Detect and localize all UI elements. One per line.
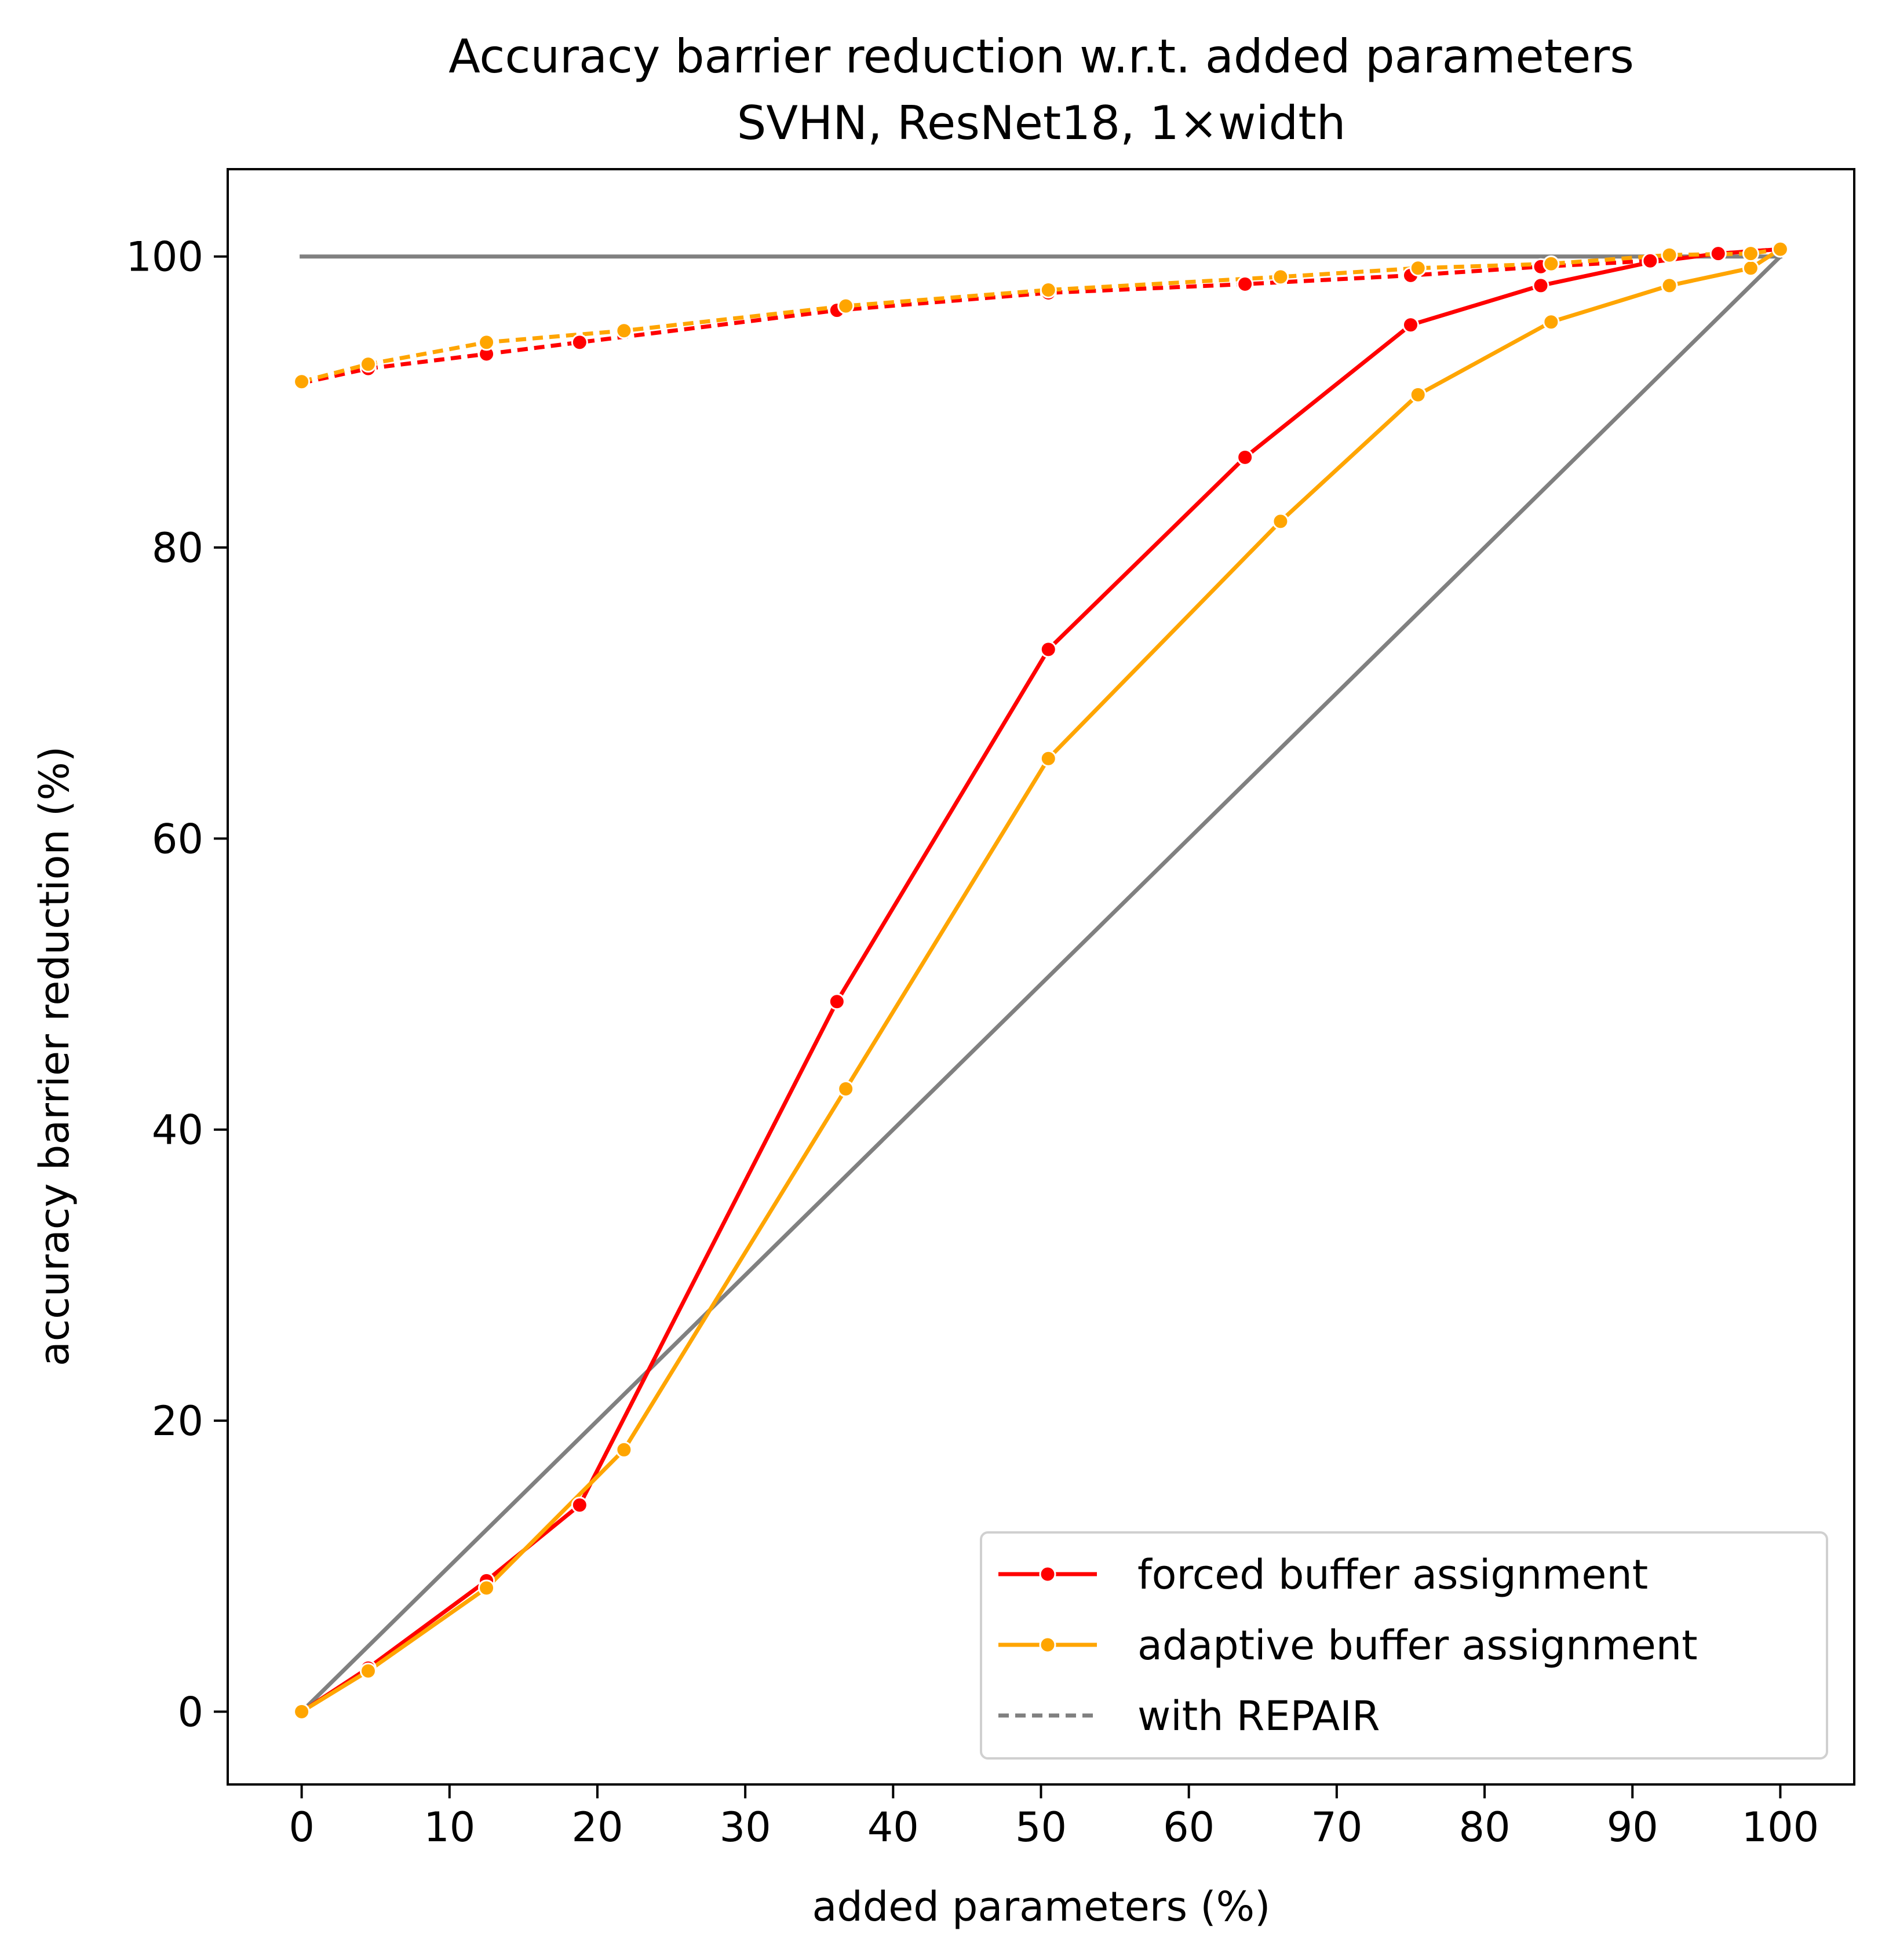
series-lines [300,247,1782,1714]
data-point-s4-4 [615,322,633,340]
data-point-s4-11 [1742,245,1759,262]
data-point-s4-7 [1272,268,1289,286]
data-point-s1-5 [828,993,845,1010]
series-markers [293,240,1789,1720]
data-point-s4-3 [478,334,495,351]
y-tick-label: 0 [177,1688,203,1736]
x-tick-label: 40 [867,1804,919,1851]
y-axis-label: accuracy barrier reduction (%) [31,746,78,1366]
series-line-3 [301,247,1781,385]
data-point-s4-1 [293,373,311,390]
series-line-2 [300,247,1782,1714]
x-tick-label: 30 [720,1804,771,1851]
data-point-s2-2 [359,1662,377,1680]
data-point-s1-4 [571,1497,588,1514]
data-point-s2-8 [1409,386,1427,403]
legend-label-2: adaptive buffer assignment [1137,1622,1698,1669]
x-tick-label: 80 [1459,1804,1511,1851]
y-tick-label: 100 [126,233,203,281]
legend-marker-1 [1039,1565,1056,1583]
x-tick-label: 0 [289,1804,315,1851]
data-point-s1-9 [1532,277,1549,294]
data-point-s1-8 [1402,316,1419,334]
x-tick-label: 10 [424,1804,475,1851]
y-tick-label: 40 [152,1107,203,1154]
x-tick-label: 90 [1607,1804,1658,1851]
data-point-s3-7 [1237,275,1254,293]
x-tick-label: 50 [1015,1804,1067,1851]
data-point-s4-12 [1771,240,1789,258]
data-point-s4-6 [1040,281,1057,298]
data-point-s3-4 [571,334,588,351]
data-point-s2-7 [1272,513,1289,530]
data-point-s2-11 [1742,260,1759,277]
x-tick-label: 100 [1742,1804,1819,1851]
data-point-s4-8 [1409,260,1427,277]
data-point-s4-5 [837,297,855,315]
data-point-s4-10 [1661,246,1678,264]
data-point-s3-10 [1642,252,1659,269]
data-point-s2-1 [293,1703,311,1720]
legend-box [980,1531,1828,1760]
x-axis-label: added parameters (%) [812,1883,1271,1930]
y-axis-ticks: 0 20 40 60 80 100 [126,233,228,1736]
data-point-s2-5 [837,1080,855,1097]
legend-label-1: forced buffer assignment [1137,1551,1648,1598]
x-tick-label: 70 [1311,1804,1362,1851]
data-point-s1-6 [1040,641,1057,658]
x-tick-label: 20 [571,1804,623,1851]
chart-subtitle: SVHN, ResNet18, 1×width [737,96,1346,150]
x-axis-ticks: 0 10 20 30 40 50 60 70 80 90 100 [289,1784,1819,1851]
legend-marker-2 [1039,1636,1056,1654]
legend-label-3: with REPAIR [1137,1692,1380,1740]
data-point-s2-10 [1661,277,1678,294]
data-point-s4-2 [359,356,377,373]
data-point-s1-7 [1237,448,1254,466]
data-point-s3-11 [1709,245,1727,262]
legend: forced buffer assignment adaptive buffer … [980,1531,1828,1760]
y-tick-label: 20 [152,1397,203,1445]
y-tick-label: 60 [152,815,203,863]
series-line-4 [301,247,1781,384]
y-tick-label: 80 [152,524,203,572]
reference-line-2 [298,253,1784,1715]
data-point-s4-9 [1542,255,1560,272]
data-point-s2-6 [1040,750,1057,767]
data-point-s2-3 [478,1579,495,1597]
data-point-s2-4 [615,1441,633,1458]
chart-title: Accuracy barrier reduction w.r.t. added … [448,30,1634,83]
data-point-s2-9 [1542,313,1560,331]
x-tick-label: 60 [1163,1804,1215,1851]
plot-area [293,240,1789,1720]
